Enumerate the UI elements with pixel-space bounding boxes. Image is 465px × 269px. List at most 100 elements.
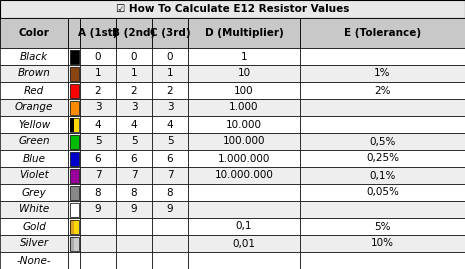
Bar (68, 235, 80, 252)
Text: 6: 6 (166, 154, 173, 164)
Bar (69, 83, 79, 97)
Bar (69, 168, 79, 182)
Text: 0,01: 0,01 (232, 239, 255, 249)
Bar (68, 150, 80, 167)
Bar (68, 99, 80, 116)
Text: 0: 0 (167, 51, 173, 62)
Text: 2: 2 (166, 86, 173, 95)
Bar (152, 18, 188, 48)
Bar (80, 116, 116, 133)
Bar (0, 65, 68, 82)
Bar (68, 218, 80, 235)
Bar (188, 201, 300, 218)
Bar (116, 82, 152, 99)
Text: 1: 1 (131, 69, 137, 79)
Bar (0, 218, 68, 235)
Text: 6: 6 (131, 154, 137, 164)
Text: 0,5%: 0,5% (369, 136, 396, 147)
Bar (188, 184, 300, 201)
Bar (300, 18, 465, 48)
Bar (188, 65, 300, 82)
Bar (80, 99, 116, 116)
Bar (116, 116, 152, 133)
Text: 0,1: 0,1 (236, 221, 252, 232)
Text: ☑ How To Calculate E12 Resistor Values: ☑ How To Calculate E12 Resistor Values (116, 4, 349, 14)
Bar (300, 150, 465, 167)
Bar (116, 167, 152, 184)
Text: 2: 2 (131, 86, 137, 95)
Text: 1: 1 (95, 69, 101, 79)
Bar (188, 99, 300, 116)
Bar (0, 167, 68, 184)
Bar (80, 65, 116, 82)
Text: Grey: Grey (22, 187, 46, 197)
Bar (116, 65, 152, 82)
Text: 7: 7 (131, 171, 137, 180)
Bar (69, 151, 79, 165)
Text: 100: 100 (234, 86, 254, 95)
Bar (69, 66, 79, 80)
Bar (116, 201, 152, 218)
Bar (0, 99, 68, 116)
Bar (0, 116, 68, 133)
Text: Yellow: Yellow (18, 119, 50, 129)
Bar (68, 82, 80, 99)
Text: D (Multiplier): D (Multiplier) (205, 28, 283, 38)
Bar (188, 235, 300, 252)
Bar (68, 133, 80, 150)
Text: 8: 8 (166, 187, 173, 197)
Text: 10.000.000: 10.000.000 (214, 171, 273, 180)
Bar (116, 18, 152, 48)
Text: 9: 9 (131, 204, 137, 214)
Bar (69, 220, 79, 233)
Bar (188, 252, 300, 269)
Bar (300, 201, 465, 218)
Text: Gold: Gold (22, 221, 46, 232)
Bar (68, 18, 80, 48)
Text: Orange: Orange (15, 102, 53, 112)
Text: 0,1%: 0,1% (369, 171, 396, 180)
Bar (69, 203, 79, 217)
Bar (152, 252, 188, 269)
Text: Black: Black (20, 51, 48, 62)
Bar (152, 99, 188, 116)
Text: 8: 8 (131, 187, 137, 197)
Bar (300, 99, 465, 116)
Bar (80, 18, 116, 48)
Bar (68, 48, 80, 65)
Bar (188, 218, 300, 235)
Text: 0: 0 (95, 51, 101, 62)
Bar (116, 184, 152, 201)
Bar (300, 133, 465, 150)
Bar (69, 236, 79, 250)
Bar (188, 133, 300, 150)
Text: 1: 1 (166, 69, 173, 79)
Bar (74, 118, 79, 132)
Bar (0, 201, 68, 218)
Text: Brown: Brown (18, 69, 50, 79)
Text: 0,05%: 0,05% (366, 187, 399, 197)
Bar (152, 167, 188, 184)
Text: Color: Color (19, 28, 49, 38)
Bar (152, 201, 188, 218)
Bar (80, 252, 116, 269)
Bar (152, 218, 188, 235)
Bar (116, 252, 152, 269)
Bar (300, 48, 465, 65)
Bar (80, 150, 116, 167)
Text: 1.000.000: 1.000.000 (218, 154, 270, 164)
Bar (116, 218, 152, 235)
Bar (152, 48, 188, 65)
Text: Green: Green (18, 136, 50, 147)
Bar (300, 252, 465, 269)
Bar (116, 150, 152, 167)
Bar (152, 116, 188, 133)
Text: 7: 7 (95, 171, 101, 180)
Text: 3: 3 (95, 102, 101, 112)
Text: C (3rd): C (3rd) (150, 28, 190, 38)
Bar (152, 82, 188, 99)
Bar (80, 235, 116, 252)
Bar (0, 18, 68, 48)
Bar (68, 252, 80, 269)
Text: 2%: 2% (374, 86, 391, 95)
